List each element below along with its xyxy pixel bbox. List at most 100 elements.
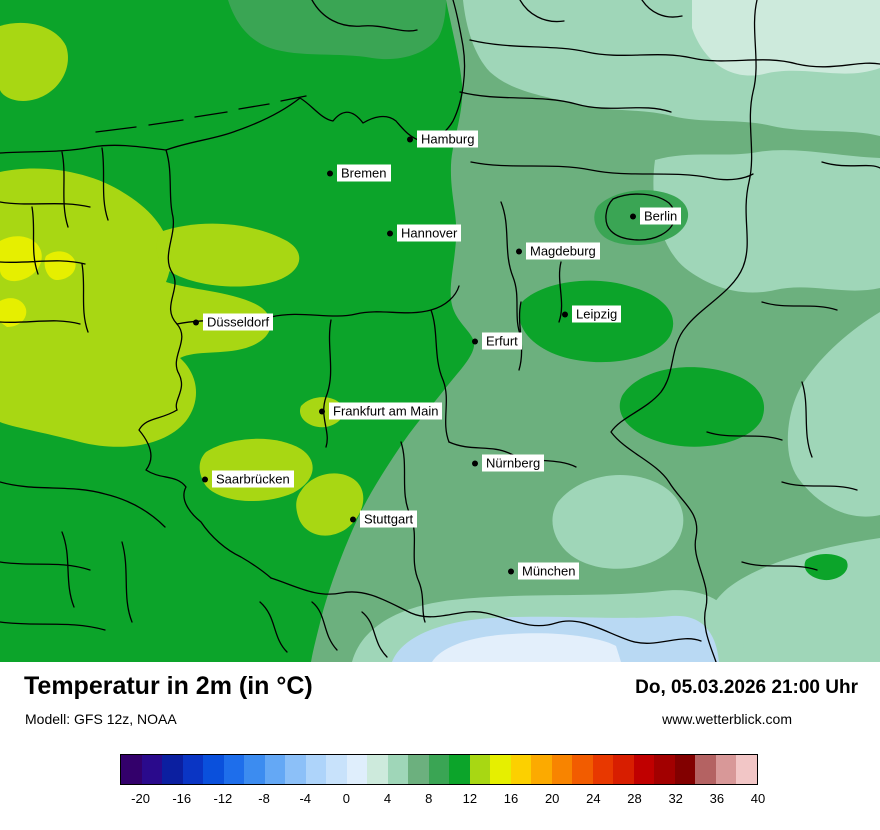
colorbar-segment	[387, 755, 409, 784]
city-marker-saarbr-cken: Saarbrücken	[202, 470, 294, 488]
city-marker-n-rnberg: Nürnberg	[472, 454, 545, 472]
coastline-northsea	[0, 144, 167, 154]
city-marker-stuttgart: Stuttgart	[350, 510, 418, 528]
border-topright-detail	[459, 0, 683, 113]
model-info: Modell: GFS 12z, NOAA	[25, 711, 177, 727]
city-dot	[562, 311, 568, 317]
city-marker-m-nchen: München	[508, 562, 580, 580]
city-label: Hannover	[397, 224, 462, 242]
forecast-datetime: Do, 05.03.2026 21:00 Uhr	[635, 677, 858, 698]
city-dot	[472, 460, 478, 466]
temp-region-seafoam-rightedge	[787, 312, 880, 517]
city-marker-hannover: Hannover	[387, 224, 462, 242]
city-dot	[407, 136, 413, 142]
colorbar-tick-label: 16	[503, 791, 519, 806]
colorbar-tick-label: 4	[383, 791, 392, 806]
colorbar-tick-label: -8	[258, 791, 270, 806]
colorbar-segment	[428, 755, 450, 784]
city-dot	[202, 476, 208, 482]
city-label: Hamburg	[417, 130, 479, 148]
colorbar-segment	[162, 755, 183, 784]
city-label: Stuttgart	[360, 510, 418, 528]
city-label: Saarbrücken	[212, 470, 294, 488]
city-marker-leipzig: Leipzig	[562, 305, 622, 323]
border-state-franconia	[448, 441, 577, 468]
colorbar-segment	[305, 755, 327, 784]
colorbar-ticks: -20 -16 -12 -8 -4 0 4 8 12 16 20 24 28 32 36 40	[120, 791, 765, 809]
border-de-pl-cz	[610, 0, 758, 662]
border-be-lu-fr	[138, 409, 272, 579]
colorbar-segment	[346, 755, 368, 784]
colorbar-segment	[182, 755, 204, 784]
temp-region-topband	[228, 0, 446, 60]
border-state-bavaria-west	[400, 441, 426, 623]
border-nl-provinces	[0, 147, 109, 333]
colorbar-segment	[572, 755, 593, 784]
city-label: Leipzig	[572, 305, 622, 323]
colorbar-segment	[674, 755, 696, 784]
border-de-ch-at	[270, 577, 702, 644]
temp-regions	[0, 0, 880, 662]
temp-region-yellowgreen-ne-tongue	[156, 223, 300, 287]
city-dot	[350, 516, 356, 522]
colorbar-segment	[531, 755, 552, 784]
city-label: Magdeburg	[526, 242, 600, 260]
city-marker-bremen: Bremen	[327, 164, 391, 182]
city-dot	[319, 408, 325, 414]
temp-region-yellow-spot-1	[0, 236, 42, 282]
colorbar-tick-label: 20	[544, 791, 560, 806]
temp-region-seafoam-east	[653, 150, 880, 293]
colorbar-tick-label: 12	[462, 791, 478, 806]
colorbar-segment	[408, 755, 429, 784]
city-marker-berlin: Berlin	[630, 207, 682, 225]
city-marker-d-sseldorf: Düsseldorf	[193, 313, 274, 331]
colorbar-segment	[490, 755, 511, 784]
colorbar-tick-label: 8	[425, 791, 433, 806]
temp-region-green-spot-se	[804, 554, 848, 581]
coastline-islands	[95, 95, 307, 133]
border-ch-cantons	[259, 601, 388, 658]
colorbar-segment	[695, 755, 716, 784]
colorbar-segment	[469, 755, 491, 784]
city-dot	[387, 230, 393, 236]
colorbar-tick-label: 40	[750, 791, 766, 806]
city-marker-hamburg: Hamburg	[407, 130, 479, 148]
colorbar-segment	[654, 755, 675, 784]
temp-region-yellow-spot-3	[44, 251, 76, 280]
border-lines	[0, 0, 880, 662]
colorbar-tick-label: -4	[299, 791, 311, 806]
city-label: Düsseldorf	[203, 313, 274, 331]
colorbar-tick-label: 24	[586, 791, 601, 806]
temp-region-alps-paleblue	[432, 633, 621, 662]
city-dot	[630, 213, 636, 219]
city-dot	[193, 319, 199, 325]
border-fr-regions	[0, 481, 166, 631]
city-label: Bremen	[337, 164, 391, 182]
website-text: www.wetterblick.com	[662, 711, 792, 727]
city-marker-magdeburg: Magdeburg	[516, 242, 600, 260]
colorbar-segment	[285, 755, 306, 784]
city-marker-erfurt: Erfurt	[472, 332, 522, 350]
temp-region-yellowgreen-stuttgart	[296, 473, 364, 536]
city-dot	[472, 338, 478, 344]
border-cz-at-regions	[706, 161, 880, 571]
colorbar-tick-label: 36	[709, 791, 725, 806]
colorbar-tick-label: 28	[627, 791, 642, 806]
map-area: Hamburg Bremen Hannover Berlin Magdeburg Düss…	[0, 0, 880, 662]
border-berlin-ring	[605, 193, 676, 241]
colorbar-segment	[223, 755, 245, 784]
city-dot	[516, 248, 522, 254]
colorbar-segment	[326, 755, 347, 784]
footer: Temperatur in 2m (in °C) Do, 05.03.2026 …	[0, 662, 880, 830]
colorbar-segment	[633, 755, 655, 784]
temp-region-yellowgreen-west	[0, 168, 271, 447]
city-marker-frankfurt-am-main: Frankfurt am Main	[319, 402, 443, 420]
city-label: Nürnberg	[482, 454, 545, 472]
city-label: Berlin	[640, 207, 682, 225]
colorbar-segment	[264, 755, 286, 784]
city-dot	[327, 170, 333, 176]
border-state-hesse	[430, 309, 450, 443]
temp-region-yellowgreen-topleft	[0, 22, 68, 101]
colorbar-segment	[244, 755, 265, 784]
